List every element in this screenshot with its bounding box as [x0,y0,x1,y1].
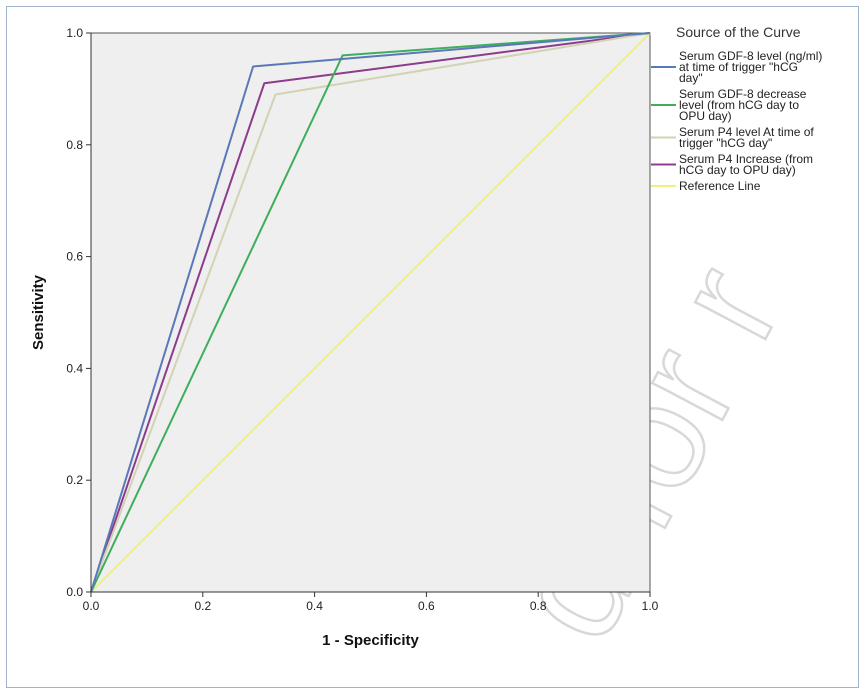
x-axis-title: 1 - Specificity [322,632,419,649]
legend: Source of the Curve Serum GDF-8 level (n… [651,24,822,193]
y-tick-label: 0.4 [66,361,83,375]
x-tick-label: 0.0 [83,599,100,613]
legend-label: Reference Line [679,179,761,193]
legend-label: OPU day) [679,109,732,123]
series-line [90,32,651,593]
legend-label: hCG day to OPU day) [679,163,796,177]
legend-items: Serum GDF-8 level (ng/ml)at time of trig… [651,49,822,193]
axes-layer: 0.0 0.2 0.4 0.6 0.8 1.0 0.0 0.2 0.4 0.6 0.8 1.0 [66,26,658,613]
legend-label: trigger "hCG day" [679,136,772,150]
x-tick-label: 0.2 [194,599,211,613]
legend-label: at time of trigger "hCG [679,60,798,74]
y-axis-title: Sensitivity [30,274,47,350]
legend-label: level (from hCG day to [679,98,799,112]
series-line [90,32,651,593]
series-line [90,32,651,593]
figure-frame [6,6,859,688]
legend-label: Serum GDF-8 level (ng/ml) [679,49,822,63]
y-tick-label: 0.6 [66,250,83,264]
y-tick-label: 1.0 [66,26,83,40]
y-tick-label: 0.8 [66,138,83,152]
x-tick-label: 0.4 [306,599,323,613]
x-tick-label: 0.8 [530,599,547,613]
legend-label: day" [679,71,703,85]
y-tick-label: 0.0 [66,585,83,599]
series-layer [90,32,651,593]
legend-label: Serum P4 level At time of [679,125,814,139]
legend-title: Source of the Curve [676,24,801,40]
x-tick-label: 1.0 [642,599,659,613]
series-line [90,32,651,593]
x-tick-label: 0.6 [418,599,435,613]
series-line [90,32,651,593]
y-tick-label: 0.2 [66,473,83,487]
legend-label: Serum GDF-8 decrease [679,87,807,101]
legend-label: Serum P4 Increase (from [679,152,813,166]
